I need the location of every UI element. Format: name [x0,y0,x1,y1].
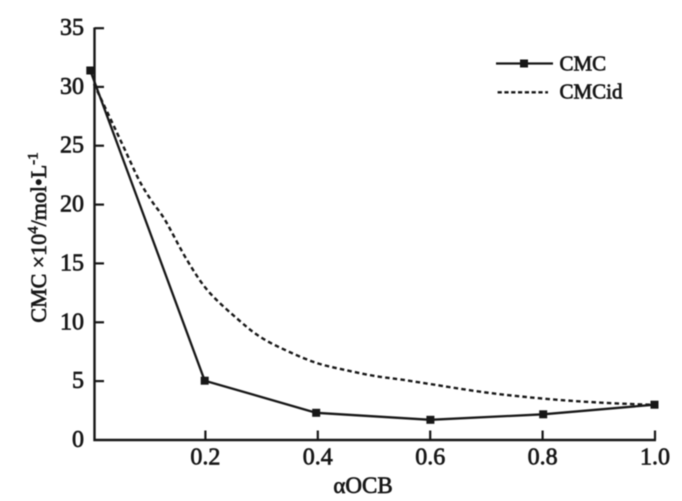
svg-text:0.8: 0.8 [528,445,558,471]
svg-text:25: 25 [60,133,84,159]
svg-text:5: 5 [72,368,84,394]
svg-text:CMC: CMC [560,52,607,76]
svg-text:35: 35 [60,15,84,41]
svg-text:0.2: 0.2 [190,445,220,471]
svg-text:CMCid: CMCid [560,80,624,104]
svg-text:CMC ×104/mol•L-1: CMC ×104/mol•L-1 [26,152,52,322]
svg-text:20: 20 [60,192,84,218]
svg-text:αOCB: αOCB [333,473,392,498]
svg-text:0: 0 [72,427,84,453]
svg-text:15: 15 [60,250,84,276]
svg-text:30: 30 [60,74,84,100]
svg-text:0.6: 0.6 [415,445,445,471]
svg-text:0.4: 0.4 [303,445,333,471]
svg-text:1.0: 1.0 [640,445,670,471]
svg-text:10: 10 [60,309,84,335]
